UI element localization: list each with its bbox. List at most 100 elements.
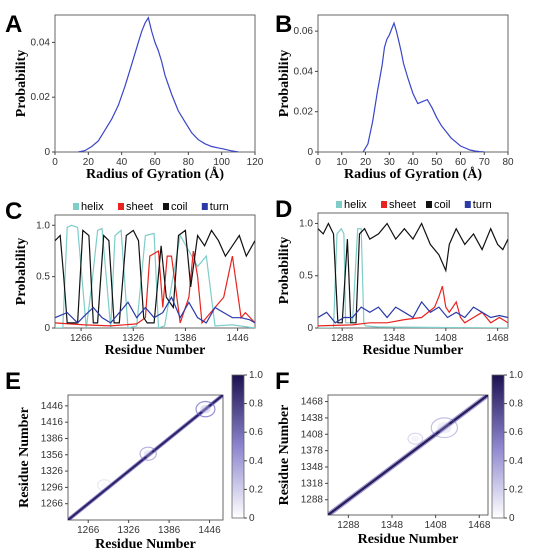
x-axis-label: Residue Number [363,343,464,358]
series-group [318,222,508,328]
legend-label: turn [473,199,492,211]
y-tick-label: 1378 [301,446,324,457]
series-line-coil [55,229,255,324]
heatmap-blob [100,482,109,489]
y-axis-label: Probability [277,237,292,304]
y-tick-label: 1318 [301,478,324,489]
x-tick-label: 120 [247,157,264,168]
x-tick-label: 1408 [425,520,448,531]
panel-label: A [5,11,22,38]
legend-label: helix [81,201,104,213]
legend-swatch [163,203,169,210]
colorbar-tick-label: 0.6 [249,427,263,438]
x-tick-label: 0 [315,157,321,168]
x-tick-label: 80 [183,157,195,168]
series-line-turn [55,295,255,324]
colorbar-tick-label: 0 [249,513,255,524]
y-tick-label: 0.04 [31,37,51,48]
series-line-helix [318,227,508,328]
y-tick-label: 1296 [41,482,64,493]
plot-frame [67,394,224,521]
series-line-sheet [318,286,508,327]
legend-swatch [381,201,387,208]
colorbar-tick-label: 1.0 [509,370,523,381]
x-tick-label: 1446 [226,333,249,344]
x-tick-label: 1266 [70,333,93,344]
x-tick-label: 1288 [337,520,360,531]
y-tick-label: 0 [307,147,313,158]
heatmap-blob [195,400,216,418]
y-tick-label: 1438 [301,413,324,424]
panel-label: E [5,368,21,395]
legend: helix sheet coil turn [336,199,492,211]
legend-swatch [464,201,471,208]
heatmap-blob [200,404,211,414]
x-axis-label: Residue Number [358,532,459,547]
legend-label: coil [434,199,451,211]
plot-frame [54,14,256,153]
panel-b: B 0 10 20 30 40 50 60 70 80 0 0.02 0.04 0.06 Radius of… [275,11,514,182]
series-line-coil [318,222,508,324]
x-axis-label: Radius of Gyration (Å) [86,166,224,182]
x-tick-label: 80 [502,157,514,168]
colorbar-tick-label: 0.6 [509,427,523,438]
legend-label: helix [344,199,367,211]
series-group [78,16,239,152]
legend-swatch [336,201,342,208]
plot-frame [327,394,489,516]
heatmap-blob [139,446,157,461]
y-tick-label: 0.04 [294,66,314,77]
x-tick-label: 1288 [331,333,354,344]
heatmap-blob [411,435,420,442]
panel-label: C [5,198,22,225]
x-tick-label: 10 [336,157,348,168]
panel-label: B [275,11,292,38]
x-tick-label: 1326 [118,525,141,536]
heatmap-blob [407,432,424,445]
series-line-helix [55,224,255,328]
panel-c: C 1266 1326 1386 1446 0 0.5 1.0 Residue Number Pr… [5,198,256,358]
x-tick-label: 1348 [381,520,404,531]
heatmap-cells [68,395,223,520]
x-tick-label: 20 [360,157,372,168]
colorbar [231,374,245,519]
x-axis-label: Residue Number [95,537,196,550]
x-tick-label: 20 [83,157,95,168]
legend-label: turn [210,201,229,213]
legend: helix sheet coil turn [73,201,229,213]
y-tick-label: 1416 [41,417,64,428]
legend-swatch [426,201,432,208]
plot-frame [54,214,256,329]
x-tick-label: 1386 [174,333,197,344]
colorbar-tick-label: 0.4 [249,456,263,467]
y-tick-label: 1348 [301,462,324,473]
heatmap-blob [437,422,452,434]
heatmap-blob [430,417,459,439]
x-tick-label: 50 [431,157,443,168]
x-tick-label: 1468 [468,520,491,531]
x-tick-label: 70 [479,157,491,168]
y-tick-label: 1408 [301,429,324,440]
plot-frame [317,14,509,153]
x-tick-label: 60 [455,157,467,168]
y-tick-label: 1.0 [36,220,50,231]
y-tick-label: 1.0 [299,218,313,229]
y-axis-label: Probability [277,50,292,117]
y-axis-label: Probability [14,238,29,305]
legend-swatch [118,203,124,210]
y-axis-label: Residue Number [17,407,32,508]
x-tick-label: 1468 [487,333,510,344]
heatmap-diagonal [68,395,223,520]
x-tick-label: 40 [116,157,128,168]
y-tick-label: 0.06 [294,26,314,37]
y-tick-label: 1356 [41,450,64,461]
panel-a: A 0 20 40 60 80 100 120 0 0.02 0.04 Radius of Gyrat… [5,11,264,182]
legend-swatch [73,203,79,210]
y-tick-label: 0.02 [31,92,51,103]
panel-label: D [275,196,292,223]
y-tick-label: 0 [307,323,313,334]
y-tick-label: 0.5 [36,272,50,283]
panel-d: D 1288 1348 1408 1468 0 0.5 1.0 Residue Number Pr… [275,196,509,358]
y-tick-label: 1326 [41,466,64,477]
